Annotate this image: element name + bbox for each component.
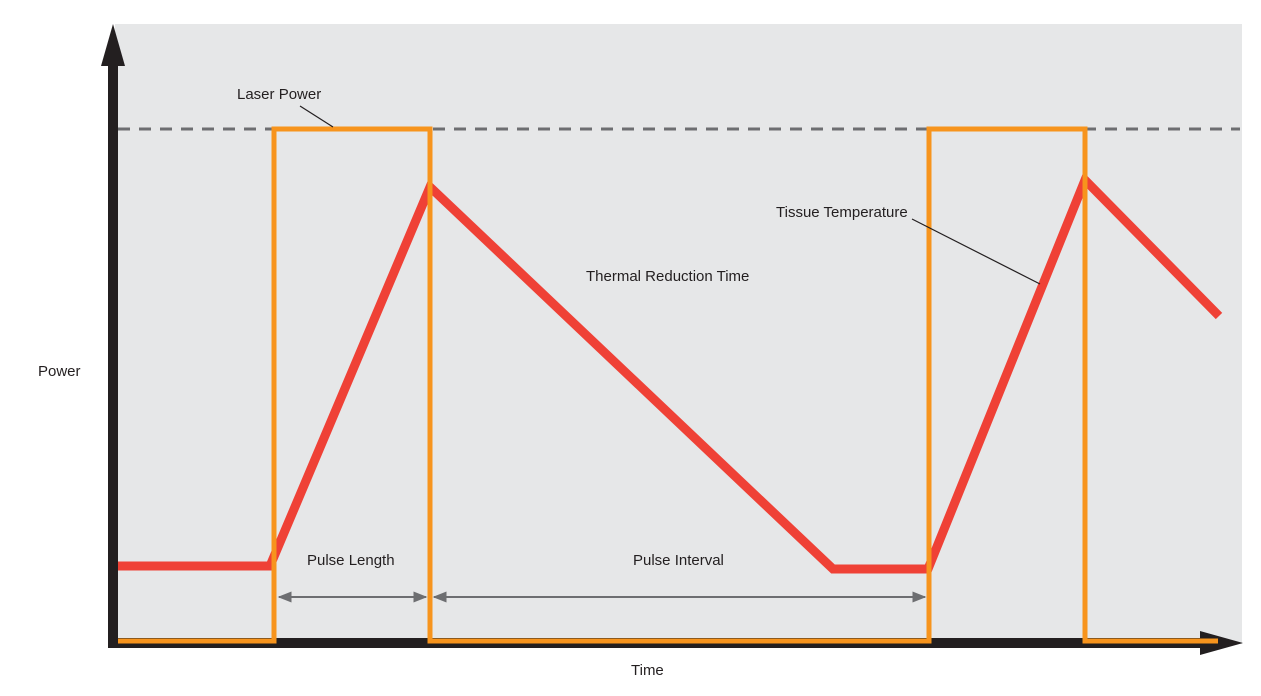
plot-background	[115, 24, 1242, 644]
pulse-length-label: Pulse Length	[307, 552, 395, 569]
laser-pulse-waveform	[118, 126, 1218, 644]
x-axis-arrowhead	[1200, 631, 1243, 655]
y-axis-label: Power	[38, 363, 81, 380]
tissue-temperature-label: Tissue Temperature	[776, 204, 908, 221]
pulse-interval-label: Pulse Interval	[633, 552, 724, 569]
laser-power-leader-line	[299, 105, 334, 128]
laser-power-label: Laser Power	[237, 86, 321, 103]
x-axis-label: Time	[631, 662, 664, 679]
y-axis-arrowhead	[101, 24, 125, 66]
tissue-temperature-leader-line	[911, 218, 1041, 285]
thermal-reduction-time-label: Thermal Reduction Time	[586, 268, 749, 285]
